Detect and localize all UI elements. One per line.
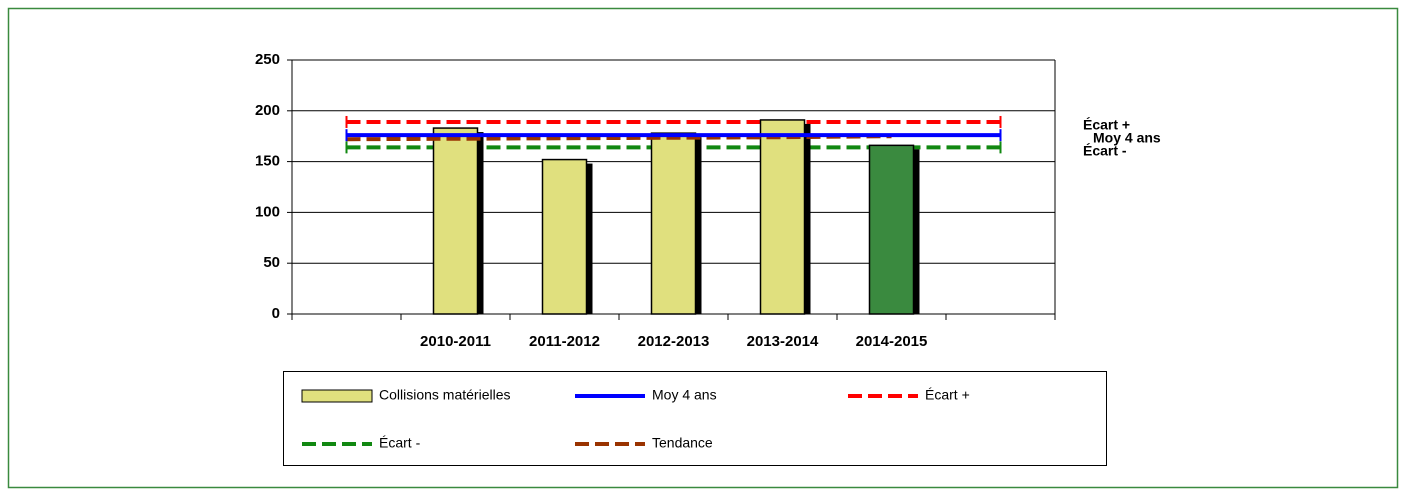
y-tick-label: 50	[263, 254, 280, 271]
y-tick-label: 0	[272, 305, 280, 322]
y-tick-label: 100	[255, 203, 280, 220]
y-tick-label: 250	[255, 51, 280, 68]
end-label: Écart -	[1083, 143, 1127, 159]
legend-swatch	[301, 389, 373, 403]
legend-label: Écart +	[925, 387, 970, 403]
legend-label: Moy 4 ans	[652, 387, 717, 403]
bar	[759, 119, 806, 315]
x-tick-label: 2013-2014	[747, 333, 819, 350]
x-tick-label: 2014-2015	[856, 333, 928, 350]
legend-label: Écart -	[379, 435, 421, 451]
line-series	[346, 134, 892, 142]
legend-label: Tendance	[652, 435, 713, 451]
y-tick-label: 200	[255, 102, 280, 119]
end-label: Moy 4 ans	[1093, 130, 1161, 146]
x-tick-label: 2011-2012	[529, 333, 600, 350]
legend-box	[283, 371, 1107, 466]
x-tick-label: 2010-2011	[420, 333, 491, 350]
bar	[432, 127, 479, 315]
bar	[650, 132, 697, 315]
legend-label: Collisions matérielles	[379, 387, 511, 403]
bar	[541, 158, 588, 315]
x-tick-label: 2012-2013	[638, 333, 710, 350]
end-label: Écart +	[1083, 117, 1130, 133]
bar	[868, 144, 915, 315]
y-tick-label: 150	[255, 153, 280, 170]
